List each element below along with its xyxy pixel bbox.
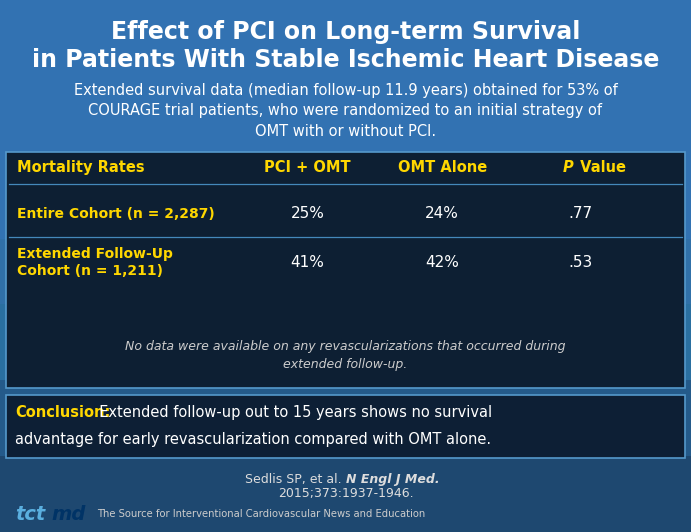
Bar xyxy=(0,152,691,228)
Text: Entire Cohort (n = 2,287): Entire Cohort (n = 2,287) xyxy=(17,207,215,221)
Bar xyxy=(0,76,691,152)
Text: The Source for Interventional Cardiovascular News and Education: The Source for Interventional Cardiovasc… xyxy=(97,510,425,519)
Bar xyxy=(0,0,691,76)
Text: N Engl J Med.: N Engl J Med. xyxy=(346,473,439,486)
Text: Mortality Rates: Mortality Rates xyxy=(17,160,145,175)
Text: 24%: 24% xyxy=(425,206,460,221)
Bar xyxy=(0,380,691,456)
Text: Sedlis SP, et al.: Sedlis SP, et al. xyxy=(245,473,346,486)
Text: OMT Alone: OMT Alone xyxy=(397,160,487,175)
Text: No data were available on any revascularizations that occurred during
extended f: No data were available on any revascular… xyxy=(125,340,566,371)
Text: 42%: 42% xyxy=(425,255,460,270)
Text: md: md xyxy=(51,505,86,524)
Bar xyxy=(0,0,691,239)
Text: 2015;373:1937-1946.: 2015;373:1937-1946. xyxy=(278,487,413,500)
Text: PCI + OMT: PCI + OMT xyxy=(264,160,351,175)
Bar xyxy=(0,304,691,380)
Text: 41%: 41% xyxy=(290,255,325,270)
Bar xyxy=(6,152,685,388)
Text: Extended survival data (median follow-up 11.9 years) obtained for 53% of
COURAGE: Extended survival data (median follow-up… xyxy=(74,83,617,138)
Text: in Patients With Stable Ischemic Heart Disease: in Patients With Stable Ischemic Heart D… xyxy=(32,47,659,72)
Bar xyxy=(0,456,691,532)
Text: Value: Value xyxy=(575,160,626,175)
Text: .53: .53 xyxy=(568,255,593,270)
Text: Cohort (n = 1,211): Cohort (n = 1,211) xyxy=(17,264,163,278)
Text: tct: tct xyxy=(15,505,46,524)
Bar xyxy=(0,228,691,304)
Text: Extended follow-up out to 15 years shows no survival: Extended follow-up out to 15 years shows… xyxy=(90,405,492,420)
Bar xyxy=(6,395,685,458)
Text: P: P xyxy=(562,160,574,175)
Text: 25%: 25% xyxy=(290,206,325,221)
Text: advantage for early revascularization compared with OMT alone.: advantage for early revascularization co… xyxy=(15,433,491,447)
Text: Conclusion:: Conclusion: xyxy=(15,405,111,420)
Text: Extended Follow-Up: Extended Follow-Up xyxy=(17,247,173,261)
Text: Effect of PCI on Long-term Survival: Effect of PCI on Long-term Survival xyxy=(111,20,580,44)
Text: .77: .77 xyxy=(569,206,592,221)
